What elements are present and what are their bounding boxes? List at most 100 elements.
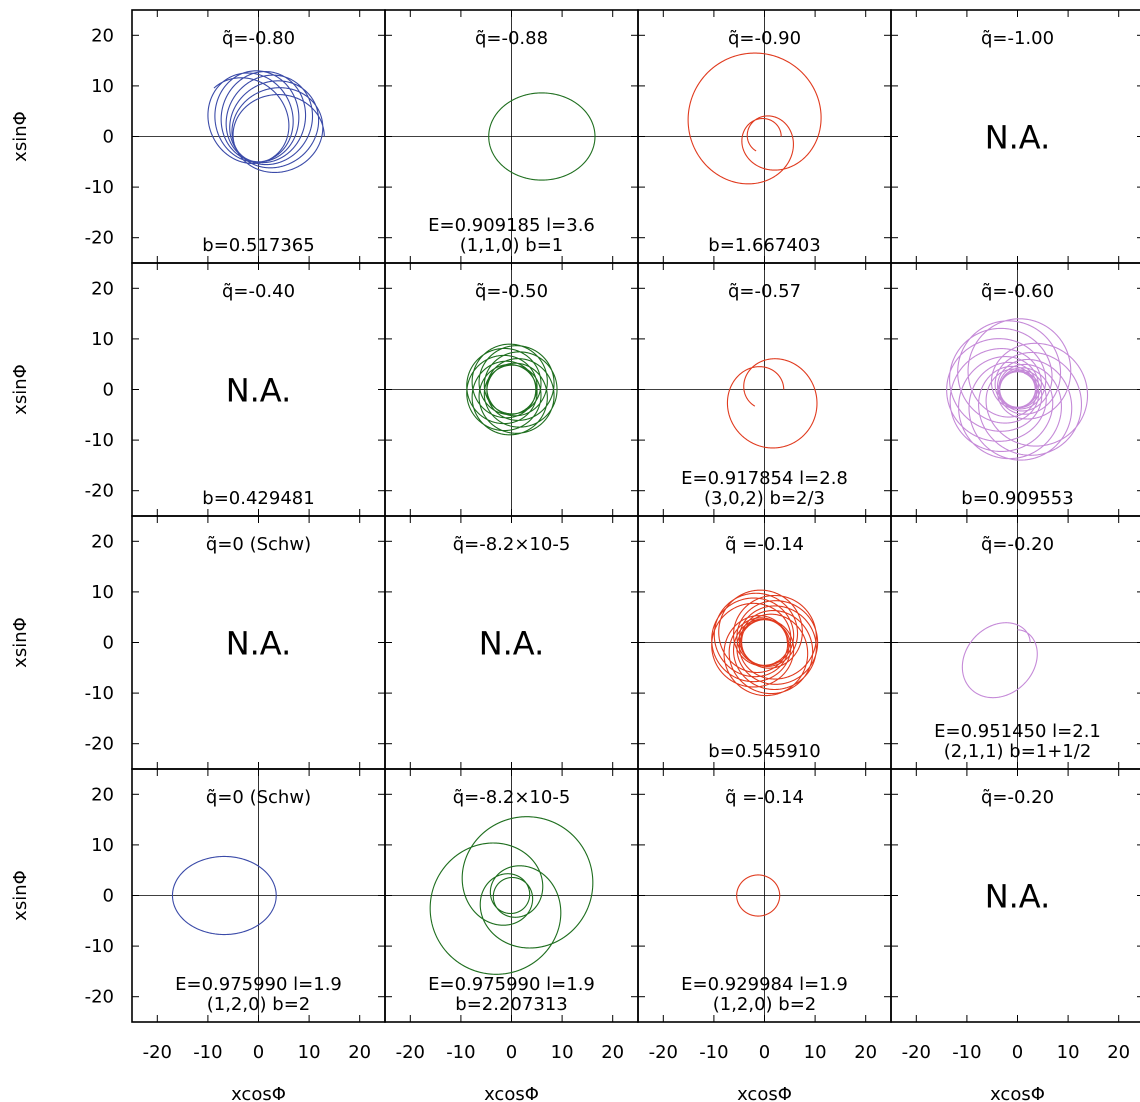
orbit-trajectory [711, 589, 819, 697]
x-tick-label: -10 [699, 1042, 728, 1063]
panel-annotation: (2,1,1) b=1+1/2 [944, 741, 1092, 762]
x-tick-label: -20 [143, 1042, 172, 1063]
x-tick-label: 20 [1107, 1042, 1130, 1063]
panel-annotation: b=1.667403 [708, 235, 820, 256]
orbit-trajectory [207, 70, 325, 174]
orbit-panel: q̃=-8.2×10-5 N.A. [384, 515, 639, 770]
y-tick-label: -10 [85, 683, 114, 704]
x-tick-label: 10 [804, 1042, 827, 1063]
panel-q-label: q̃=-1.00 [981, 28, 1054, 49]
x-axis-title: xcosΦ [737, 1084, 792, 1102]
panel-q-label: q̃=-0.50 [475, 281, 548, 302]
orbit-panel: q̃=-0.50 [384, 262, 639, 517]
x-tick-label: -10 [193, 1042, 222, 1063]
y-axis-title: xsinΦ [10, 364, 31, 415]
y-tick-label: -20 [85, 228, 114, 249]
panel-annotation: E=0.975990 l=1.9 [428, 974, 595, 995]
panel-q-label: q̃=-0.88 [475, 28, 548, 49]
panel-annotation: (3,0,2) b=2/3 [704, 488, 825, 509]
panel-annotation: b=0.545910 [708, 741, 820, 762]
orbit-panel: q̃=-0.90 b=1.667403 [637, 9, 892, 264]
y-tick-label: -10 [85, 936, 114, 957]
panel-q-label: q̃ =-0.14 [725, 534, 804, 555]
orbit-trajectory [429, 816, 594, 975]
panel-q-label: q̃=0 (Schw) [206, 534, 311, 555]
y-tick-label: 0 [103, 127, 114, 148]
not-available-label: N.A. [226, 625, 292, 663]
x-tick-label: 0 [253, 1042, 264, 1063]
y-tick-label: 20 [91, 784, 114, 805]
panel-q-label: q̃=-0.57 [728, 281, 801, 302]
y-axis-title: xsinΦ [10, 617, 31, 668]
orbit-panel: q̃=-0.88 E=0.909185 l=3.6(1,1,0) b=1 [384, 9, 639, 264]
orbit-panel: q̃ =-0.14 b=0.545910 [637, 515, 892, 770]
y-axis-title: xsinΦ [10, 111, 31, 162]
x-tick-label: 0 [1012, 1042, 1023, 1063]
y-axis-title: xsinΦ [10, 870, 31, 921]
panel-q-label: q̃=-0.80 [222, 28, 295, 49]
x-tick-label: 10 [1057, 1042, 1080, 1063]
orbit-panel: q̃=-8.2×10-5 E=0.975990 l=1.9b=2.207313 [384, 768, 639, 1023]
y-tick-label: 0 [103, 380, 114, 401]
orbit-panel: q̃=-0.80 b=0.517365 [131, 9, 386, 264]
panel-q-label: q̃=-0.90 [728, 28, 801, 49]
y-tick-label: -20 [85, 987, 114, 1008]
orbit-panel: q̃=0 (Schw) N.A. [131, 515, 386, 770]
panel-annotation: b=0.517365 [202, 235, 314, 256]
x-tick-label: -10 [446, 1042, 475, 1063]
orbit-trajectory [726, 358, 818, 449]
panel-q-label: q̃=-0.20 [981, 534, 1054, 555]
x-tick-label: 10 [551, 1042, 574, 1063]
panel-annotation: (1,2,0) b=2 [713, 994, 817, 1015]
panel-q-label: q̃=0 (Schw) [206, 787, 311, 808]
panel-annotation: E=0.929984 l=1.9 [681, 974, 848, 995]
y-tick-label: 10 [91, 329, 114, 350]
orbit-panel: q̃=-0.57 E=0.917854 l=2.8(3,0,2) b=2/3 [637, 262, 892, 517]
panel-annotation: (1,1,0) b=1 [460, 235, 564, 256]
orbit-trajectory [946, 318, 1089, 461]
y-tick-label: -20 [85, 734, 114, 755]
x-axis-title: xcosΦ [231, 1084, 286, 1102]
orbit-panel: q̃=-1.00 N.A. [890, 9, 1140, 264]
panel-q-label: q̃=-8.2×10-5 [453, 787, 571, 808]
orbit-panel: q̃=-0.20 N.A. [890, 768, 1140, 1023]
x-tick-label: -20 [396, 1042, 425, 1063]
y-tick-label: 0 [103, 886, 114, 907]
x-tick-label: 0 [759, 1042, 770, 1063]
orbit-trajectory [961, 622, 1038, 699]
orbit-trajectory [736, 874, 781, 917]
orbit-trajectory [171, 855, 277, 936]
y-tick-label: -10 [85, 430, 114, 451]
orbit-panel: q̃=-0.40 N.A. b=0.429481 [131, 262, 386, 517]
panel-annotation: E=0.951450 l=2.1 [934, 721, 1101, 742]
y-tick-label: 10 [91, 76, 114, 97]
x-tick-label: 20 [854, 1042, 877, 1063]
x-axis-title: xcosΦ [990, 1084, 1045, 1102]
y-tick-label: -10 [85, 177, 114, 198]
not-available-label: N.A. [479, 625, 545, 663]
y-tick-label: 10 [91, 835, 114, 856]
y-tick-label: 20 [91, 531, 114, 552]
panel-annotation: b=0.909553 [961, 488, 1073, 509]
orbit-panel: q̃=-0.20 E=0.951450 l=2.1(2,1,1) b=1+1/2 [890, 515, 1140, 770]
orbit-trajectory [687, 52, 822, 185]
panel-q-label: q̃=-0.20 [981, 787, 1054, 808]
panel-annotation: E=0.917854 l=2.8 [681, 468, 848, 489]
not-available-label: N.A. [985, 119, 1051, 157]
orbit-panel: q̃=0 (Schw) E=0.975990 l=1.9(1,2,0) b=2 [131, 768, 386, 1023]
x-tick-label: 0 [506, 1042, 517, 1063]
panel-q-label: q̃=-8.2×10-5 [453, 534, 571, 555]
y-tick-label: -20 [85, 481, 114, 502]
not-available-label: N.A. [226, 372, 292, 410]
panel-q-label: q̃=-0.40 [222, 281, 295, 302]
orbit-panel: q̃ =-0.14 E=0.929984 l=1.9(1,2,0) b=2 [637, 768, 892, 1023]
x-tick-label: -20 [902, 1042, 931, 1063]
orbit-panel: q̃=-0.60 b=0.909553 [890, 262, 1140, 517]
x-axis-title: xcosΦ [484, 1084, 539, 1102]
panel-annotation: E=0.975990 l=1.9 [175, 974, 342, 995]
x-tick-label: -10 [952, 1042, 981, 1063]
panel-annotation: b=2.207313 [455, 994, 567, 1015]
y-tick-label: 20 [91, 25, 114, 46]
orbit-trajectory [466, 343, 558, 436]
